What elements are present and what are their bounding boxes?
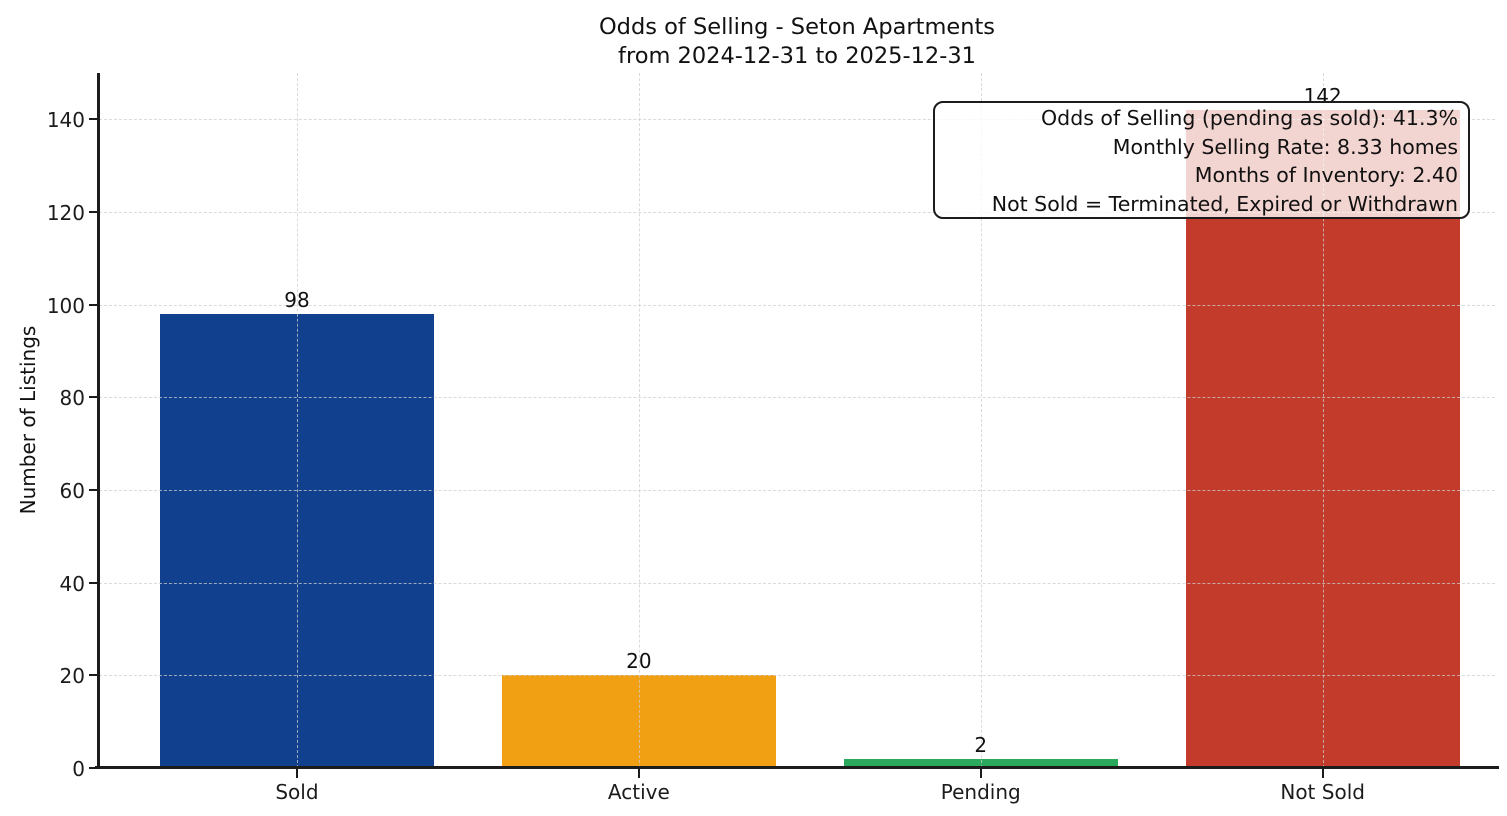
annotation-not-sold-definition: Not Sold = Terminated, Expired or Withdr… <box>991 191 1458 216</box>
x-tick-label: Active <box>607 780 670 804</box>
x-tick-mark <box>637 769 640 778</box>
y-tick-mark <box>89 396 98 399</box>
y-tick-label: 40 <box>59 571 85 596</box>
gridline-horizontal <box>99 675 1495 677</box>
plot-area: 98 20 2 142 <box>99 73 1495 768</box>
bar-value-label: 20 <box>626 649 652 674</box>
y-tick-mark <box>89 489 98 491</box>
y-tick-mark <box>89 674 98 677</box>
y-tick-label: 120 <box>46 201 85 225</box>
gridline-horizontal <box>99 397 1495 399</box>
gridline-vertical <box>638 73 640 768</box>
y-tick-label: 20 <box>59 664 85 689</box>
x-tick-mark <box>295 769 298 778</box>
gridline-vertical <box>980 73 982 768</box>
y-tick-label: 80 <box>59 386 85 411</box>
x-tick-mark <box>1321 769 1324 778</box>
y-tick-label: 100 <box>46 293 85 318</box>
gridline-horizontal <box>99 582 1495 584</box>
y-tick-mark <box>89 303 98 306</box>
x-tick-label: Not Sold <box>1280 780 1365 804</box>
x-axis-spine <box>95 765 1499 769</box>
x-tick-mark <box>979 769 982 778</box>
y-tick-label: 60 <box>59 479 85 503</box>
x-tick-label: Pending <box>940 780 1021 804</box>
y-tick-mark <box>89 211 98 213</box>
chart-title: Odds of Selling - Seton Apartments from … <box>599 13 995 71</box>
gridline-horizontal <box>99 304 1495 306</box>
bar-value-label: 2 <box>974 732 988 757</box>
annotation-box: Odds of Selling (pending as sold): 41.3%… <box>933 101 1470 219</box>
y-tick-mark <box>89 581 98 584</box>
y-tick-mark <box>89 767 98 769</box>
y-axis-spine <box>97 73 100 768</box>
gridline-horizontal <box>99 212 1495 213</box>
y-tick-label: 0 <box>72 757 85 781</box>
gridline-horizontal <box>99 490 1495 491</box>
chart-title-line2: from 2024-12-31 to 2025-12-31 <box>618 43 976 69</box>
annotation-monthly-selling-rate: Monthly Selling Rate: 8.33 homes <box>1112 134 1458 159</box>
x-tick-label: Sold <box>275 780 319 804</box>
annotation-months-of-inventory: Months of Inventory: 2.40 <box>1194 163 1458 187</box>
bar-value-label: 98 <box>284 287 310 312</box>
y-tick-label: 140 <box>46 108 85 133</box>
gridline-vertical <box>1322 73 1324 768</box>
chart-title-line1: Odds of Selling - Seton Apartments <box>598 14 996 40</box>
annotation-odds-of-selling: Odds of Selling (pending as sold): 41.3% <box>1041 106 1458 130</box>
gridline-vertical <box>296 73 298 768</box>
y-tick-mark <box>89 118 98 121</box>
gridline-horizontal <box>99 119 1495 121</box>
